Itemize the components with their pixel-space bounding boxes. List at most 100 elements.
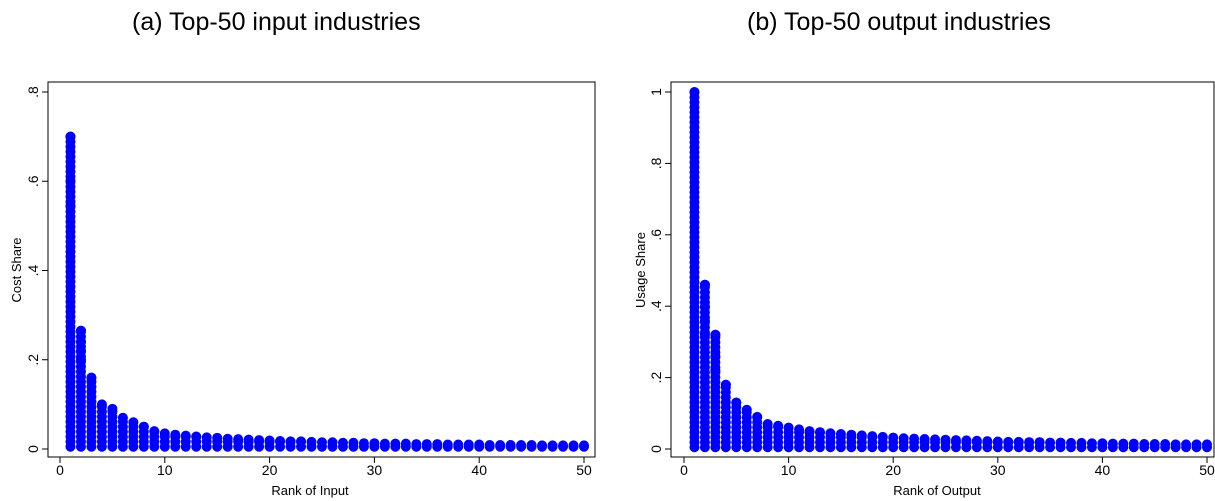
chart-b-outlier-point [699,301,710,312]
chart-a-point [568,440,579,451]
chart-a-xtick-label: 40 [471,462,487,478]
chart-b-point [1170,439,1181,450]
chart-a-xtick-label: 10 [157,462,173,478]
chart-b-point [1066,437,1077,448]
chart-a-point [558,440,569,451]
chart-b-point [1013,436,1024,447]
chart-b-outlier-point [731,397,742,408]
chart-a-ytick-label: .4 [25,264,41,276]
chart-b-point [1107,438,1118,449]
chart-b-point [877,431,888,442]
chart-b-xtick-label: 20 [885,462,901,478]
chart-a-point [411,439,422,450]
chart-a-point [327,437,338,448]
chart-a-ytick-label: 0 [25,445,41,453]
chart-b-outlier-point [699,329,710,340]
chart-b-point [971,435,982,446]
chart-a-point [222,433,233,444]
chart-a-xtick-label: 20 [262,462,278,478]
chart-b-xtick-label: 50 [1199,462,1215,478]
chart-a-point [117,412,128,423]
chart-a-point [296,436,307,447]
chart-a-ytick-label: .2 [25,354,41,366]
chart-a-point [96,399,107,410]
chart-b-point [950,435,961,446]
chart-a-outlier-point [65,176,76,187]
chart-b-outlier-point [710,351,721,362]
chart-b-point [1003,436,1014,447]
chart-b-point [783,422,794,433]
chart-b-ytick-label: 1 [648,88,664,96]
chart-b-outlier-point [710,365,721,376]
chart-a-point [390,438,401,449]
chart-a-ylabel: Cost Share [9,237,24,302]
chart-a-ytick-label: .8 [25,86,41,98]
chart-b-point [835,429,846,440]
chart-a-point [484,439,495,450]
chart-a-point [547,440,558,451]
chart-a-outlier-point [86,372,97,383]
chart-b-point [930,434,941,445]
chart-a-point [442,439,453,450]
chart-a-title: (a) Top-50 input industries [132,8,421,36]
chart-a-point [107,403,118,414]
chart-a-axes: 0 10 20 30 40 50 0 .2 .4 .6 .8 [25,86,592,478]
chart-b-xtick-label: 10 [781,462,797,478]
chart-b-title: (b) Top-50 output industries [747,8,1051,36]
chart-a-point [212,432,223,443]
chart-b-point [773,420,784,431]
chart-a-point [191,431,202,442]
chart-a-point [317,437,327,448]
chart-b-point [804,426,815,437]
chart-a-outlier-point [75,345,86,356]
chart-b-point [1086,438,1097,449]
chart-a-point [516,439,527,450]
chart-a-outlier-point [65,200,76,211]
chart-a-point [180,430,191,441]
chart-b-point [888,432,899,443]
chart-b-point [982,436,993,447]
chart-b-outlier-point [699,315,710,326]
chart-b-point [1097,438,1108,449]
chart-b-axes: 0 10 20 30 40 50 0 .2 .4 .6 .8 1 [648,88,1215,478]
chart-b-points [689,87,1212,453]
chart-a-xlabel: Rank of Input [271,483,349,498]
chart-a-point [243,434,254,445]
chart-a-point [379,438,390,449]
chart-b-point [909,433,920,444]
chart-a-outlier-point [75,336,86,347]
chart-b-point [1034,437,1045,448]
chart-b-point [1024,437,1035,448]
chart-b-ytick-label: .6 [648,229,664,241]
chart-a-point [264,435,275,446]
chart-a-point [432,439,443,450]
chart-b-point [867,431,878,442]
chart-a-point [348,437,359,448]
chart-a-plot-frame [47,81,596,458]
chart-a-point [358,438,369,449]
chart-a-point [201,432,212,443]
chart-a-point [474,439,485,450]
chart-a-point [537,440,548,451]
chart-b-point [1139,439,1150,450]
chart-b-outlier-point [710,329,721,340]
chart-a-point [505,439,516,450]
chart-b-point [762,419,773,430]
chart-a-point [453,439,464,450]
chart-a-point [369,438,380,449]
chart-b-point [752,411,763,422]
chart-a-point [463,439,474,450]
chart-b-xtick-label: 40 [1095,462,1111,478]
chart-b-point [1181,439,1192,450]
chart-b-ytick-label: .8 [648,157,664,169]
chart-b-point [794,424,805,435]
chart-b-point [919,434,930,445]
chart-b-ytick-label: .2 [648,372,664,384]
chart-b-point [814,427,825,438]
chart-b-ylabel: Usage Share [633,232,648,308]
chart-b-outlier-point [720,379,731,390]
chart-b-point [689,87,700,97]
chart-b-ytick-label: 0 [648,445,664,453]
chart-b-point [992,436,1003,447]
